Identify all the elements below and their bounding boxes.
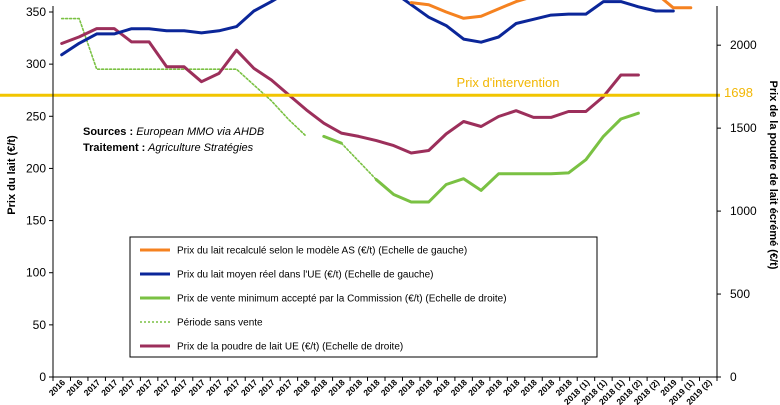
series-line-prix-de-vente-minimum-accepte-par-la-com-1: [374, 111, 640, 204]
series-line-periode-sans-vente-1: [340, 142, 378, 181]
intervention-price-value: 1698: [724, 85, 753, 100]
y-tick-label-left: 200: [26, 161, 46, 175]
y-tick-label-right: 1000: [730, 204, 757, 218]
treatment-value: Agriculture Stratégies: [147, 142, 254, 154]
y-tick-label-right: 1500: [730, 121, 757, 135]
legend: Prix du lait recalculé selon le modèle A…: [129, 236, 598, 358]
series-line-prix-du-lait-recalcule-selon-le-modele-a-0: [409, 0, 693, 20]
y-tick-label-right: 2000: [730, 38, 757, 52]
series-layer: [60, 0, 693, 204]
legend-label-2: Prix du lait moyen réel dans l'UE (€/t) …: [177, 270, 433, 281]
sources-block: Sources : European MMO via AHDB Traiteme…: [83, 126, 264, 154]
series-line-prix-de-vente-minimum-accepte-par-la-com-0: [322, 134, 343, 145]
intervention-price-label: Prix d'intervention: [457, 75, 560, 90]
y-axis-title-left: Prix du lait (€/t): [6, 135, 18, 215]
treatment-line: Traitement : Agriculture Stratégies: [83, 142, 254, 154]
y-tick-label-left: 100: [26, 266, 46, 280]
y-tick-label-left: 350: [26, 5, 46, 19]
sources-label: Sources :: [83, 126, 133, 138]
y-tick-label-right: 0: [730, 370, 737, 384]
legend-box: [129, 236, 598, 358]
treatment-label: Traitement :: [83, 142, 145, 154]
y-axis-title-right: Prix de la poudre de lait écrémé (€/t): [767, 81, 779, 270]
y-tick-label-left: 250: [26, 109, 46, 123]
legend-label-3: Prix de vente minimum accepté par la Com…: [177, 294, 507, 305]
y-tick-label-left: 0: [39, 370, 46, 384]
sources-value: European MMO via AHDB: [136, 126, 264, 138]
sources-line: Sources : European MMO via AHDB: [83, 126, 264, 138]
series-line-prix-du-lait-moyen-reel-dans-l-ue-t-eche-0: [60, 0, 675, 57]
y-tick-label-left: 50: [33, 318, 47, 332]
legend-items: Prix du lait recalculé selon le modèle A…: [140, 246, 507, 353]
series-line-prix-de-la-poudre-de-lait-ue-t-echelle-d-0: [60, 27, 640, 155]
y-tick-label-left: 300: [26, 57, 46, 71]
legend-label-4: Période sans vente: [177, 318, 263, 329]
y-tick-label-left: 150: [26, 214, 46, 228]
legend-label-1: Prix du lait recalculé selon le modèle A…: [177, 246, 467, 257]
legend-label-5: Prix de la poudre de lait UE (€/t) (Eche…: [177, 342, 403, 353]
y-tick-label-right: 500: [730, 287, 750, 301]
